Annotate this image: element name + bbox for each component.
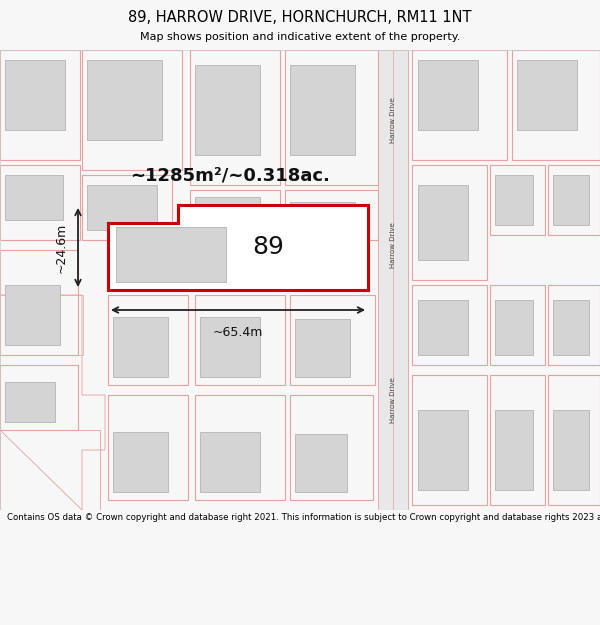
Bar — [418, 185, 468, 260]
Bar — [418, 300, 468, 355]
Text: Harrow Drive: Harrow Drive — [390, 377, 396, 423]
Bar — [553, 300, 589, 355]
Bar — [5, 382, 55, 422]
Bar — [418, 410, 468, 490]
Text: 89, HARROW DRIVE, HORNCHURCH, RM11 1NT: 89, HARROW DRIVE, HORNCHURCH, RM11 1NT — [128, 10, 472, 25]
Bar — [5, 60, 65, 130]
Bar — [412, 375, 487, 505]
Bar — [285, 190, 378, 240]
Bar — [87, 185, 157, 230]
Bar — [0, 365, 78, 430]
Text: Harrow Drive: Harrow Drive — [390, 97, 396, 143]
Bar — [116, 227, 226, 282]
Bar — [0, 250, 78, 355]
Bar — [495, 300, 533, 355]
Bar — [553, 410, 589, 490]
Bar — [290, 395, 373, 500]
Bar — [517, 60, 577, 130]
Text: 89: 89 — [252, 236, 284, 259]
Bar — [290, 202, 355, 232]
Bar — [200, 432, 260, 492]
Bar — [195, 295, 285, 385]
Text: ~1285m²/~0.318ac.: ~1285m²/~0.318ac. — [130, 166, 330, 184]
Bar — [412, 165, 487, 280]
Bar — [290, 65, 355, 155]
Bar — [418, 60, 478, 130]
Bar — [200, 317, 260, 377]
Bar — [5, 175, 63, 220]
Bar — [412, 50, 507, 160]
Text: ~24.6m: ~24.6m — [55, 222, 68, 272]
Bar — [195, 395, 285, 500]
Bar — [490, 375, 545, 505]
Bar — [82, 175, 172, 240]
Text: Contains OS data © Crown copyright and database right 2021. This information is : Contains OS data © Crown copyright and d… — [7, 514, 600, 522]
Bar — [0, 50, 80, 160]
Bar — [195, 65, 260, 155]
Bar — [295, 434, 347, 492]
Bar — [495, 410, 533, 490]
Bar — [5, 285, 60, 345]
Bar — [87, 60, 162, 140]
Bar — [548, 285, 600, 365]
Bar — [548, 165, 600, 235]
Bar — [290, 295, 375, 385]
Bar — [548, 375, 600, 505]
Bar — [113, 432, 168, 492]
Bar — [0, 165, 80, 240]
Bar — [108, 295, 188, 385]
Text: Map shows position and indicative extent of the property.: Map shows position and indicative extent… — [140, 32, 460, 43]
Bar — [412, 285, 487, 365]
Bar — [195, 197, 260, 232]
Bar — [512, 50, 600, 160]
Bar — [490, 165, 545, 235]
Bar — [113, 317, 168, 377]
Bar — [495, 175, 533, 225]
Text: Harrow Drive: Harrow Drive — [390, 222, 396, 268]
Bar — [190, 50, 280, 185]
Bar — [190, 190, 280, 240]
Bar — [285, 50, 378, 185]
Bar — [490, 285, 545, 365]
Text: ~65.4m: ~65.4m — [213, 326, 263, 339]
Bar — [553, 175, 589, 225]
Polygon shape — [108, 205, 368, 290]
Bar — [82, 50, 182, 170]
Bar — [108, 395, 188, 500]
Bar — [378, 50, 408, 510]
Bar — [295, 319, 350, 377]
